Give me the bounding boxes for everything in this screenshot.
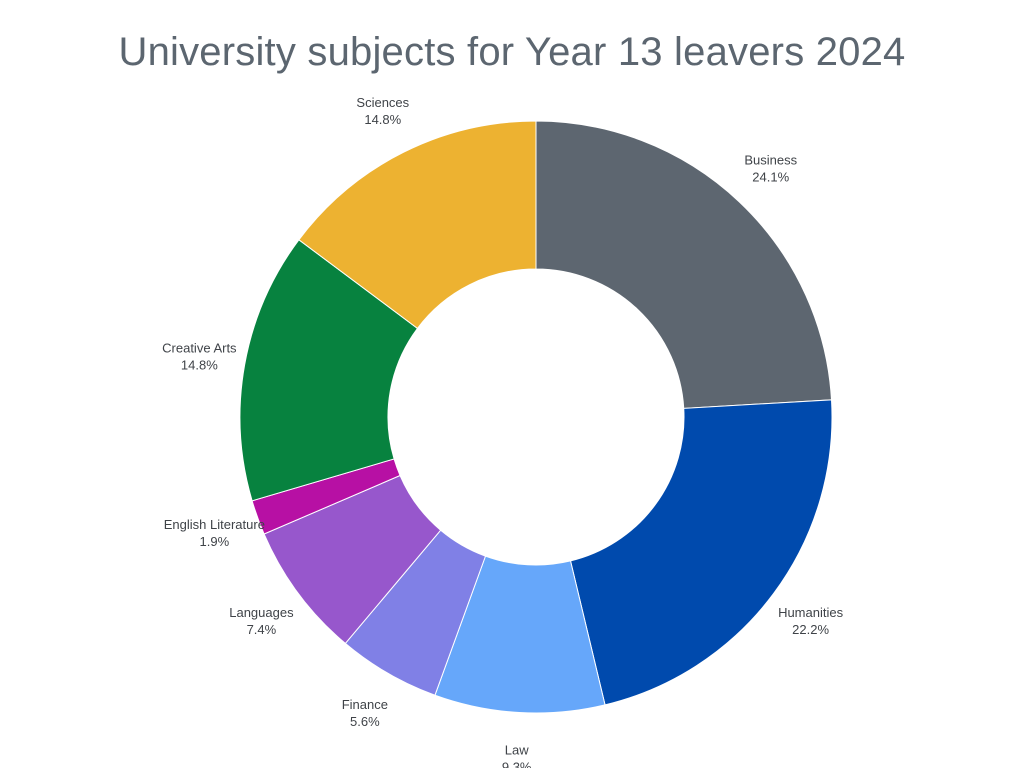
slice-value-english-literature: 1.9% — [200, 534, 230, 549]
slice-value-humanities: 22.2% — [792, 622, 829, 637]
slice-business — [535, 120, 833, 409]
slice-label-law: Law — [505, 742, 529, 757]
slice-value-creative-arts: 14.8% — [181, 358, 218, 373]
slice-label-business: Business — [744, 152, 797, 167]
slice-value-languages: 7.4% — [247, 622, 277, 637]
slices-group — [239, 120, 833, 714]
slice-label-finance: Finance — [342, 697, 388, 712]
slice-label-english-literature: English Literature — [164, 517, 265, 532]
chart-title: University subjects for Year 13 leavers … — [118, 30, 906, 74]
slice-label-creative-arts: Creative Arts — [162, 341, 237, 356]
slice-value-business: 24.1% — [752, 169, 789, 184]
slice-sciences — [298, 120, 537, 330]
slice-value-law: 9.3% — [502, 759, 532, 768]
slice-label-languages: Languages — [229, 605, 294, 620]
slice-humanities — [569, 399, 833, 706]
labels-group: Business 24.1% Humanities 22.2% Law 9.3% Finan… — [162, 95, 843, 768]
slice-label-sciences: Sciences — [356, 95, 409, 110]
slice-creative-arts — [239, 239, 419, 502]
slice-value-sciences: 14.8% — [364, 112, 401, 127]
slice-label-humanities: Humanities — [778, 605, 844, 620]
slice-value-finance: 5.6% — [350, 714, 380, 729]
